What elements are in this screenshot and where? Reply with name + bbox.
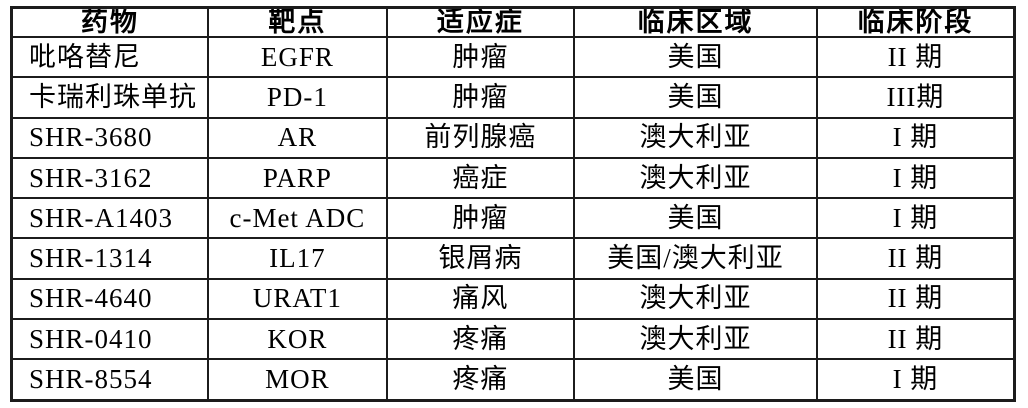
drug-pipeline-table: 药物 靶点 适应症 临床区域 临床阶段 吡咯替尼 EGFR 肿瘤 美国 II 期卡瑞利珠… [10, 6, 1016, 402]
table-cell: 澳大利亚 [573, 318, 818, 361]
table-cell: II 期 [815, 277, 1016, 321]
table-cell: 肿瘤 [385, 35, 576, 79]
table-cell: 癌症 [385, 156, 576, 200]
table-cell: SHR-3162 [10, 156, 210, 200]
table-cell: 美国 [573, 76, 818, 119]
table-cell: 疼痛 [385, 318, 576, 361]
header-row: 药物 靶点 适应症 临床区域 临床阶段 [10, 6, 1016, 38]
table-row: SHR-1314 IL17 银屑病 美国/澳大利亚 II 期 [10, 237, 1016, 280]
table-cell: 肿瘤 [385, 76, 576, 119]
table-cell: 美国 [573, 358, 818, 402]
table-cell: 澳大利亚 [573, 116, 818, 159]
table-cell: KOR [207, 318, 388, 361]
column-header-target: 靶点 [207, 6, 388, 38]
table-row: 卡瑞利珠单抗 PD-1 肿瘤 美国 III期 [10, 76, 1016, 119]
table-cell: SHR-3680 [10, 116, 210, 159]
column-header-clinical-region: 临床区域 [573, 6, 818, 38]
table-cell: SHR-A1403 [10, 197, 210, 240]
table-cell: 肿瘤 [385, 197, 576, 240]
table-row: SHR-4640 URAT1 痛风 澳大利亚 II 期 [10, 277, 1016, 321]
column-header-drug: 药物 [10, 6, 210, 38]
table-row: SHR-A1403 c-Met ADC 肿瘤 美国 I 期 [10, 197, 1016, 240]
table-cell: I 期 [815, 116, 1016, 159]
table-cell: 美国 [573, 197, 818, 240]
table-row: SHR-3162 PARP 癌症 澳大利亚 I 期 [10, 156, 1016, 200]
table-cell: 前列腺癌 [385, 116, 576, 159]
table-cell: 吡咯替尼 [10, 35, 210, 79]
table-cell: MOR [207, 358, 388, 402]
table-cell: URAT1 [207, 277, 388, 321]
table-cell: PD-1 [207, 76, 388, 119]
column-header-clinical-phase: 临床阶段 [815, 6, 1016, 38]
table-cell: PARP [207, 156, 388, 200]
table-cell: SHR-1314 [10, 237, 210, 280]
table-cell: 疼痛 [385, 358, 576, 402]
table-cell: II 期 [815, 237, 1016, 280]
table-cell: AR [207, 116, 388, 159]
table-cell: 卡瑞利珠单抗 [10, 76, 210, 119]
table-cell: I 期 [815, 197, 1016, 240]
table-cell: SHR-0410 [10, 318, 210, 361]
table-cell: II 期 [815, 35, 1016, 79]
table-cell: IL17 [207, 237, 388, 280]
table-cell: SHR-4640 [10, 277, 210, 321]
table-cell: 银屑病 [385, 237, 576, 280]
table-cell: c-Met ADC [207, 197, 388, 240]
table-cell: 美国 [573, 35, 818, 79]
table-row: 吡咯替尼 EGFR 肿瘤 美国 II 期 [10, 35, 1016, 79]
table-cell: 痛风 [385, 277, 576, 321]
table-cell: 美国/澳大利亚 [573, 237, 818, 280]
table-cell: SHR-8554 [10, 358, 210, 402]
table-cell: III期 [815, 76, 1016, 119]
table-cell: I 期 [815, 156, 1016, 200]
table-cell: II 期 [815, 318, 1016, 361]
table-cell: 澳大利亚 [573, 156, 818, 200]
table-body: 吡咯替尼 EGFR 肿瘤 美国 II 期卡瑞利珠单抗 PD-1 肿瘤 美国 III期 SHR-36… [10, 35, 1016, 402]
table-cell: 澳大利亚 [573, 277, 818, 321]
column-header-indication: 适应症 [385, 6, 576, 38]
table-cell: I 期 [815, 358, 1016, 402]
table-row: SHR-8554 MOR 疼痛 美国 I 期 [10, 358, 1016, 402]
table-row: SHR-0410 KOR 疼痛 澳大利亚 II 期 [10, 318, 1016, 361]
table-cell: EGFR [207, 35, 388, 79]
table-row: SHR-3680 AR 前列腺癌 澳大利亚 I 期 [10, 116, 1016, 159]
